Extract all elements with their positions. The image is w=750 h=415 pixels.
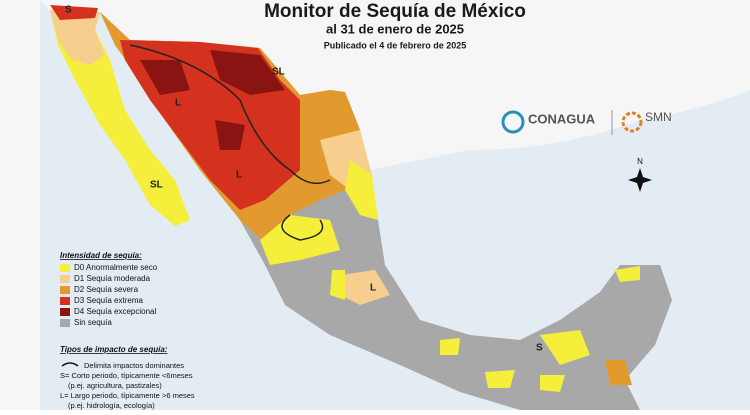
legend-label: D2 Sequía severa — [74, 285, 139, 294]
d4c — [215, 120, 245, 150]
us-land — [0, 0, 750, 170]
impact-text: L= Largo periodo, típicamente >6 meses — [60, 391, 195, 400]
yuc-d0 — [615, 266, 640, 282]
legend-label: D3 Sequía extrema — [74, 296, 143, 305]
map-label: L — [236, 170, 242, 181]
map-label: SL — [272, 67, 285, 78]
impact-line-symbol — [61, 362, 79, 367]
gro-d0 — [440, 338, 460, 355]
title: Monitor de Sequía de México — [264, 1, 526, 22]
legend-label: Sin sequía — [74, 318, 112, 327]
legend-swatch — [60, 308, 70, 316]
d4a — [210, 50, 285, 95]
legend-swatch — [60, 275, 70, 283]
impact-text: (p.ej. agricultura, pastizales) — [68, 381, 162, 390]
ne-d0 — [345, 160, 378, 220]
legend-label: D4 Sequía excepcional — [74, 307, 157, 316]
smn-logo: SMN — [645, 110, 672, 124]
legend-title: Intensidad de sequía: — [60, 251, 142, 260]
d4b — [140, 60, 190, 95]
map-label: L — [370, 283, 376, 294]
smn-icon — [621, 111, 643, 133]
compass — [628, 168, 652, 192]
legend-swatch — [60, 297, 70, 305]
chiapas-d2 — [605, 360, 632, 385]
land-west — [0, 0, 40, 410]
oax-d0 — [485, 370, 515, 388]
published: Publicado el 4 de febrero de 2025 — [324, 40, 467, 50]
tab-d0 — [540, 330, 590, 365]
impacts-title: Tipos de impacto de sequía: — [60, 345, 168, 354]
bajio-d0 — [330, 270, 345, 300]
baja — [50, 10, 190, 226]
oax2-d0 — [540, 375, 565, 392]
map-label: S — [536, 343, 543, 354]
legend: D0 Anormalmente seco D1 Sequía moderada D2… — [60, 263, 158, 327]
legend-swatch — [60, 286, 70, 294]
map-label: SL — [150, 180, 163, 191]
compass-label: N — [637, 157, 643, 166]
impact-text: (p.ej. hidrología, ecología) — [68, 401, 155, 410]
baja-d1 — [50, 10, 105, 65]
conagua-icon — [501, 110, 525, 134]
legend-swatch — [60, 319, 70, 327]
map-label: S — [65, 5, 72, 16]
baja-d3 — [50, 5, 98, 20]
impact-text: S= Corto periodo, típicamente <6meses — [60, 371, 193, 380]
impact-text: Delimita impactos dominantes — [84, 361, 184, 370]
conagua-logo: CONAGUA — [528, 111, 596, 126]
bajio-d1 — [340, 270, 390, 305]
subtitle: al 31 de enero de 2025 — [326, 21, 464, 36]
map-label: L — [175, 98, 181, 109]
legend-label: D0 Anormalmente seco — [74, 263, 158, 272]
legend-swatch — [60, 264, 70, 272]
impact-boundary — [129, 44, 331, 241]
legend-label: D1 Sequía moderada — [74, 274, 151, 283]
